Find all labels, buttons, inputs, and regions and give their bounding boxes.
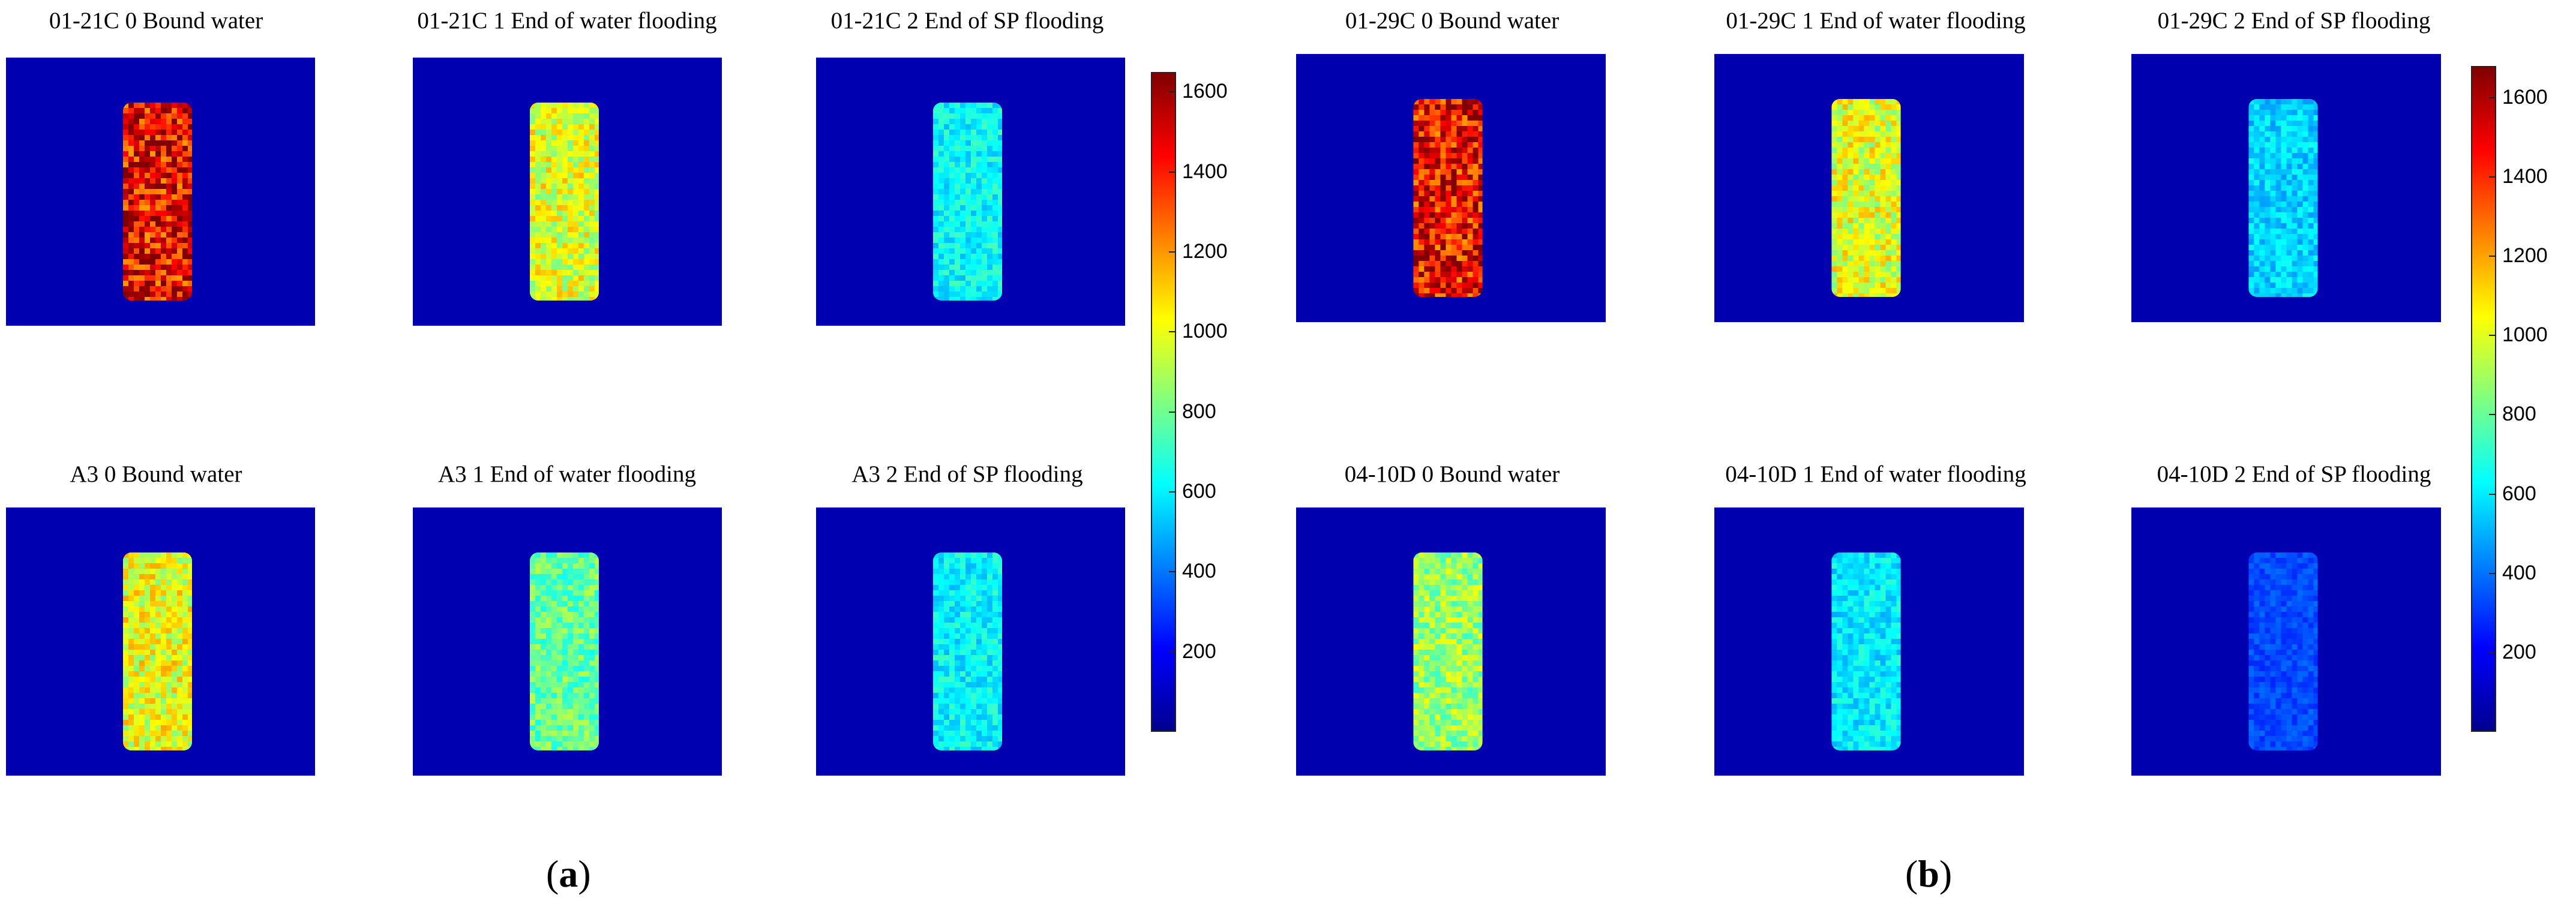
core-sample-signal: [530, 552, 599, 750]
heatmap-panel: [1714, 507, 2024, 776]
colorbar-tick-label: 1600: [2502, 85, 2548, 109]
core-sample-signal: [123, 552, 192, 750]
colorbar-tick-mark: [1169, 571, 1175, 573]
colorbar-tick-label: 400: [1182, 560, 1216, 583]
heatmap-panel: [413, 507, 722, 776]
heatmap-image: [1296, 54, 1606, 322]
colorbar-tick-label: 200: [2502, 640, 2536, 663]
colorbar-tick-mark: [1169, 251, 1175, 253]
colorbar-tick-label: 1000: [2502, 323, 2548, 347]
heatmap-image: [2131, 507, 2441, 776]
heatmap-image: [2131, 54, 2441, 322]
core-sample-signal: [1413, 552, 1483, 750]
colorbar-tick-label: 800: [1182, 400, 1216, 423]
panel-title: 01-21C 2 End of SP flooding: [830, 8, 1104, 34]
colorbar-tick-mark: [2489, 651, 2495, 653]
colorbar-tick-mark: [2489, 414, 2495, 416]
panel-title: A3 1 End of water flooding: [438, 461, 696, 487]
heatmap-image: [816, 58, 1125, 326]
heatmap-image: [6, 58, 315, 326]
core-sample-signal: [530, 103, 599, 301]
panel-title: 01-29C 0 Bound water: [1345, 8, 1560, 34]
colorbar-tick-label: 600: [1182, 480, 1216, 503]
colorbar-tick-label: 1400: [2502, 165, 2548, 188]
core-sample-signal: [2248, 552, 2318, 750]
heatmap-image: [413, 58, 722, 326]
figure-caption: (b): [1905, 852, 1953, 895]
core-sample-signal: [933, 103, 1002, 301]
colorbar-tick-mark: [1169, 91, 1175, 93]
heatmap-image: [6, 507, 315, 776]
colorbar-tick-mark: [2489, 176, 2495, 178]
colorbar-tick-mark: [2489, 493, 2495, 495]
core-sample-signal: [123, 103, 192, 301]
colorbar-tick-mark: [1169, 491, 1175, 492]
panel-title: 01-29C 1 End of water flooding: [1726, 8, 2026, 34]
colorbar-tick-mark: [1169, 411, 1175, 413]
heatmap-panel: [2131, 54, 2441, 322]
colorbar-tick-mark: [1169, 651, 1175, 653]
heatmap-panel: [1296, 507, 1606, 776]
heatmap-panel: [1714, 54, 2024, 322]
colorbar-tick-label: 1400: [1182, 160, 1228, 183]
colorbar-tick-label: 600: [2502, 482, 2536, 505]
heatmap-panel: [1296, 54, 1606, 322]
panel-title: A3 2 End of SP flooding: [851, 461, 1083, 487]
panel-title: 04-10D 1 End of water flooding: [1725, 461, 2026, 487]
heatmap-image: [1714, 507, 2024, 776]
heatmap-panel: [816, 58, 1125, 326]
colorbar-tick-label: 800: [2502, 403, 2536, 426]
panel-title: 01-21C 1 End of water flooding: [417, 8, 717, 34]
panel-title: 04-10D 0 Bound water: [1344, 461, 1560, 487]
heatmap-panel: [2131, 507, 2441, 776]
core-sample-signal: [1831, 99, 1901, 297]
caption-letter: b: [1918, 852, 1939, 895]
core-sample-signal: [933, 552, 1002, 750]
heatmap-image: [1714, 54, 2024, 322]
figure-caption: (a): [546, 852, 591, 895]
colorbar: [1151, 72, 1176, 732]
heatmap-panel: [6, 58, 315, 326]
colorbar-tick-label: 1000: [1182, 320, 1228, 343]
colorbar-tick-label: 1200: [2502, 244, 2548, 268]
heatmap-image: [413, 507, 722, 776]
heatmap-image: [816, 507, 1125, 776]
colorbar-tick-mark: [1169, 171, 1175, 173]
colorbar-tick-label: 1600: [1182, 80, 1228, 103]
panel-title: 04-10D 2 End of SP flooding: [2157, 461, 2431, 487]
colorbar-tick-mark: [1169, 331, 1175, 333]
core-sample-signal: [1831, 552, 1901, 750]
colorbar: [2471, 66, 2496, 732]
core-sample-signal: [2248, 99, 2318, 297]
colorbar-tick-mark: [2489, 335, 2495, 337]
colorbar-tick-mark: [2489, 256, 2495, 257]
heatmap-panel: [413, 58, 722, 326]
heatmap-image: [1296, 507, 1606, 776]
colorbar-tick-label: 400: [2502, 561, 2536, 584]
heatmap-panel: [6, 507, 315, 776]
heatmap-panel: [816, 507, 1125, 776]
colorbar-tick-mark: [2489, 572, 2495, 574]
panel-title: A3 0 Bound water: [70, 461, 242, 487]
panel-title: 01-29C 2 End of SP flooding: [2157, 8, 2431, 34]
panel-title: 01-21C 0 Bound water: [49, 8, 263, 34]
core-sample-signal: [1413, 99, 1483, 297]
colorbar-tick-label: 1200: [1182, 240, 1228, 263]
colorbar-tick-label: 200: [1182, 639, 1216, 663]
caption-letter: a: [559, 852, 578, 895]
colorbar-tick-mark: [2489, 97, 2495, 98]
